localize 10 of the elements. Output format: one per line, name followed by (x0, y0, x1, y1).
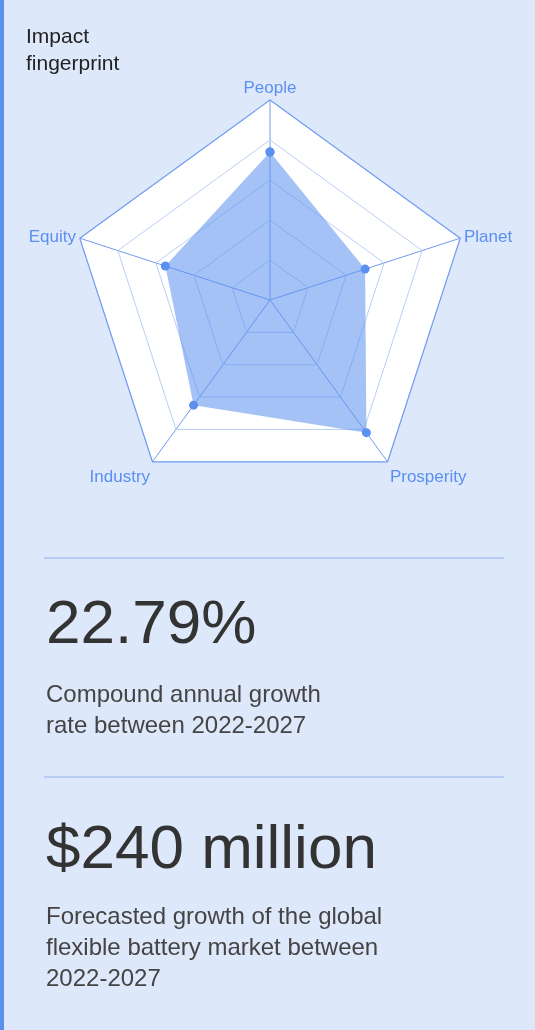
text: Compound annual growth rate between 2022-2027 (46, 680, 321, 739)
spoke-label: Industry (89, 467, 151, 487)
chart-title: Impact fingerprint (26, 24, 120, 75)
spoke-label: Planet (464, 226, 513, 246)
spoke-label: People (243, 77, 297, 97)
text: Forecasted growth of the global flexible battery market between 2022-2027 (46, 902, 383, 992)
text: 22.79% (46, 587, 257, 656)
spoke-label: Prosperity (389, 467, 467, 487)
spoke-label: Equity (28, 226, 77, 246)
text: $240 million (46, 812, 377, 881)
